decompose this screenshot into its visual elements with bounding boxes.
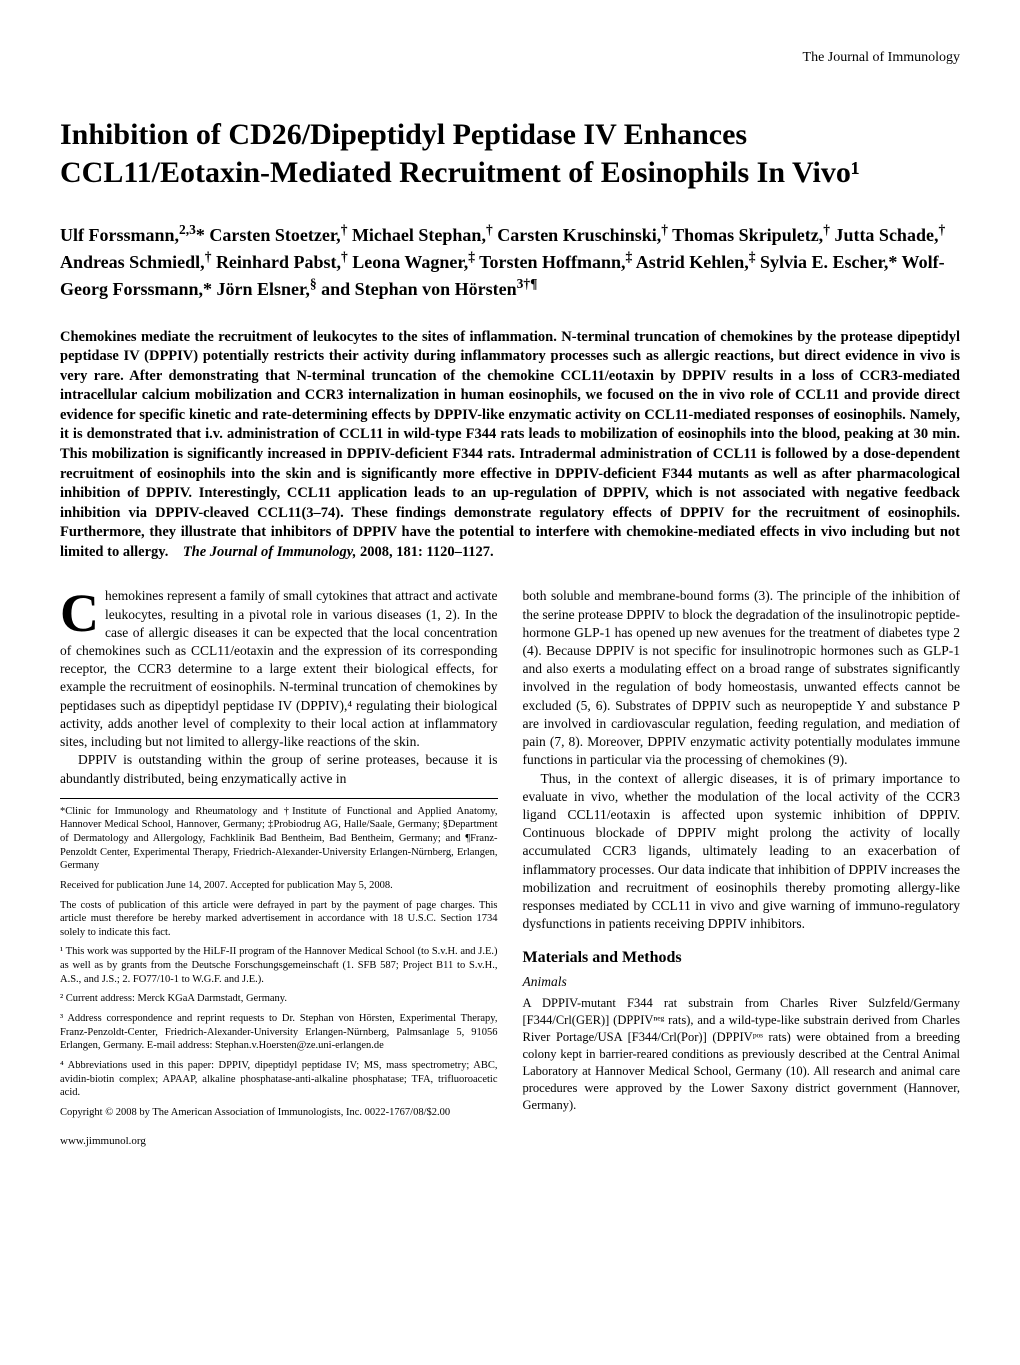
footnote-3: ³ Address correspondence and reprint req…	[60, 1012, 498, 1053]
body-right-p2: Thus, in the context of allergic disease…	[523, 770, 961, 934]
intro-paragraph-1: C hemokines represent a family of small …	[60, 587, 498, 751]
article-title: Inhibition of CD26/Dipeptidyl Peptidase …	[60, 116, 960, 191]
body-columns: C hemokines represent a family of small …	[60, 587, 960, 1148]
right-column: both soluble and membrane-bound forms (3…	[523, 587, 961, 1148]
footnote-2: ² Current address: Merck KGaA Darmstadt,…	[60, 992, 498, 1006]
footnote-received: Received for publication June 14, 2007. …	[60, 879, 498, 893]
abstract: Chemokines mediate the recruitment of le…	[60, 328, 960, 563]
abstract-citation: The Journal of Immunology,	[183, 544, 357, 560]
copyright-line: Copyright © 2008 by The American Associa…	[60, 1106, 498, 1120]
footnote-4: ⁴ Abbreviations used in this paper: DPPI…	[60, 1059, 498, 1100]
methods-animals-p: A DPPIV-mutant F344 rat substrain from C…	[523, 995, 961, 1113]
footer-url: www.jimmunol.org	[60, 1134, 498, 1149]
abstract-text: Chemokines mediate the recruitment of le…	[60, 329, 960, 560]
author-list: Ulf Forssmann,2,3* Carsten Stoetzer,† Mi…	[60, 221, 960, 303]
intro-p1-text: hemokines represent a family of small cy…	[60, 588, 498, 749]
subsection-animals: Animals	[523, 973, 961, 991]
intro-paragraph-2: DPPIV is outstanding within the group of…	[60, 751, 498, 787]
footnote-costs: The costs of publication of this article…	[60, 899, 498, 940]
journal-header: The Journal of Immunology	[60, 50, 960, 66]
dropcap: C	[60, 591, 99, 637]
footnotes-block: *Clinic for Immunology and Rheumatology …	[60, 798, 498, 1120]
abstract-citation-details: 2008, 181: 1120–1127.	[360, 544, 494, 560]
left-column: C hemokines represent a family of small …	[60, 587, 498, 1148]
body-right-p1: both soluble and membrane-bound forms (3…	[523, 587, 961, 769]
footnote-affiliations: *Clinic for Immunology and Rheumatology …	[60, 805, 498, 873]
footnote-1: ¹ This work was supported by the HiLF-II…	[60, 945, 498, 986]
section-heading-methods: Materials and Methods	[523, 947, 961, 969]
